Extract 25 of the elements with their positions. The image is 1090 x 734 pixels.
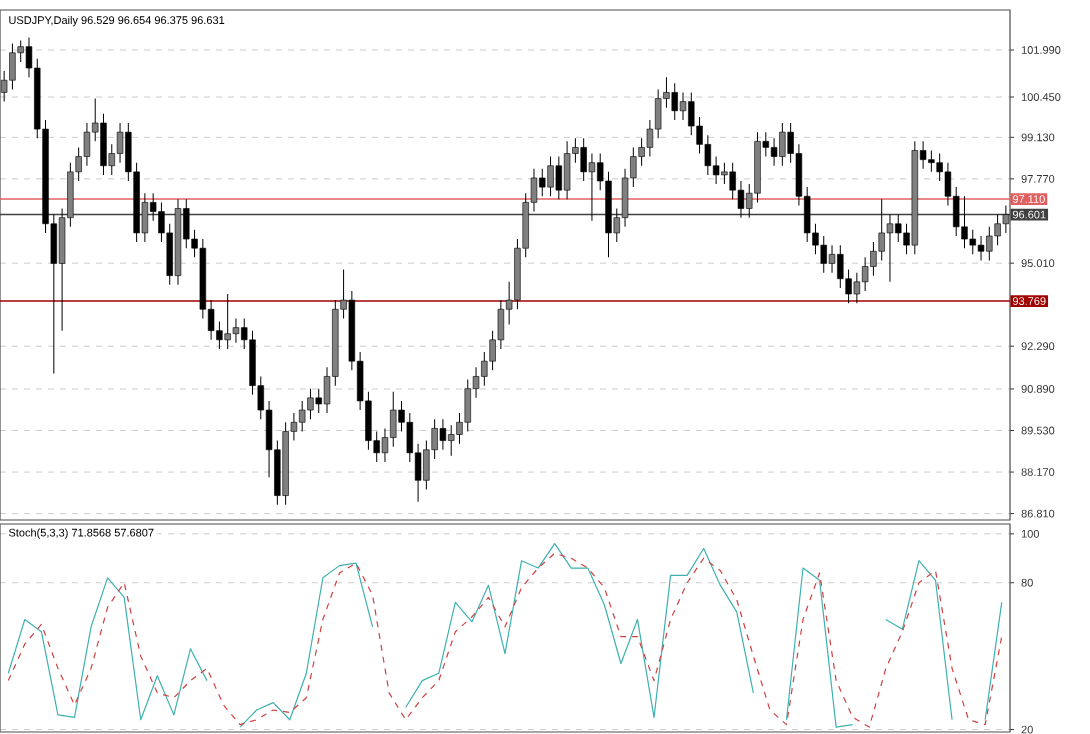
candlestick (83, 122, 91, 167)
candlestick (779, 122, 786, 167)
candlestick (555, 156, 563, 200)
candlestick (977, 235, 985, 261)
candlestick (828, 244, 836, 274)
candlestick (679, 91, 687, 121)
candlestick (721, 162, 728, 185)
candlestick (853, 272, 861, 304)
candlestick (298, 400, 306, 432)
candlestick (770, 137, 778, 167)
candlestick (861, 256, 869, 292)
candlestick (994, 214, 1001, 246)
candlestick (232, 317, 240, 344)
candlestick (588, 153, 596, 222)
candlestick (961, 195, 968, 249)
candlestick (928, 149, 935, 173)
candlestick (563, 140, 571, 200)
candlestick (886, 214, 894, 283)
candlestick (100, 113, 107, 176)
candlestick (9, 43, 16, 90)
candlestick (580, 137, 587, 182)
candlestick (307, 388, 314, 420)
candlestick (547, 156, 554, 197)
candlestick (1002, 204, 1010, 234)
candlestick (439, 418, 447, 451)
